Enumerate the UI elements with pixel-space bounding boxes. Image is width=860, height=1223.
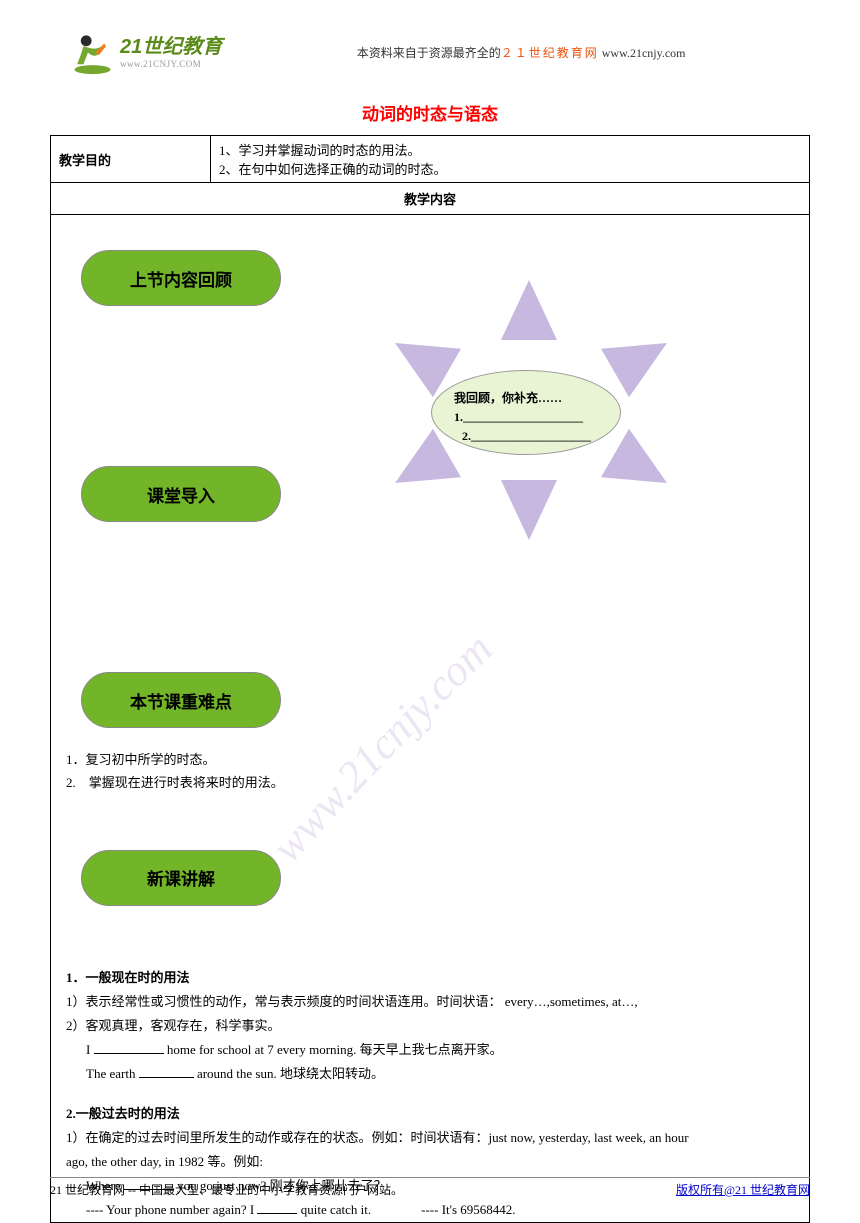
source-highlight: ２１世纪教育网 xyxy=(501,46,599,60)
pill-intro: 课堂导入 xyxy=(81,466,281,522)
sun-ray-icon xyxy=(601,319,681,397)
logo-main-text: 21世纪教育 xyxy=(120,35,222,59)
footer-link[interactable]: 版权所有@21 世纪教育网 xyxy=(676,1181,810,1198)
logo-url: www.21CNJY.COM xyxy=(120,59,222,70)
fill-blank[interactable] xyxy=(94,1041,164,1054)
logo-text: 21世纪教育 www.21CNJY.COM xyxy=(120,35,222,70)
goals-label: 教学目的 xyxy=(51,136,211,183)
section-2-title: 2.一般过去时的用法 xyxy=(66,1102,789,1126)
main-table: 教学目的 1、学习并掌握动词的时态的用法。 2、在句中如何选择正确的动词的时态。… xyxy=(50,135,810,1223)
fill-blank[interactable] xyxy=(139,1065,194,1078)
section-1-title: 1．一般现在时的用法 xyxy=(66,966,789,990)
content-body-row: www.21cnjy.com 我回顾，你补充…… 1._____________… xyxy=(51,215,810,1223)
goals-content: 1、学习并掌握动词的时态的用法。 2、在句中如何选择正确的动词的时态。 xyxy=(211,136,810,183)
sun-line1: 我回顾，你补充…… xyxy=(454,391,562,405)
content-header: 教学内容 xyxy=(51,183,810,215)
ex-text: ---- It's 69568442. xyxy=(421,1202,515,1217)
section-1-ex2: The earth around the sun. 地球绕太阳转动。 xyxy=(66,1062,789,1086)
pill-lesson: 新课讲解 xyxy=(81,850,281,906)
difficulty-2: 2. 掌握现在进行时表将来时的用法。 xyxy=(66,771,809,794)
difficulty-1: 1．复习初中所学的时态。 xyxy=(66,748,809,771)
pill-review: 上节内容回顾 xyxy=(81,250,281,306)
sun-ray-icon xyxy=(601,429,681,507)
sun-ray-icon xyxy=(501,280,557,340)
sun-ray-icon xyxy=(381,429,461,507)
sun-line3: 2.____________________ xyxy=(454,427,598,446)
sun-ray-icon xyxy=(501,480,557,540)
content-header-row: 教学内容 xyxy=(51,183,810,215)
sun-line2: 1.____________________ xyxy=(454,408,598,427)
section-1-ex1: I home for school at 7 every morning. 每天… xyxy=(66,1038,789,1062)
goal-1: 1、学习并掌握动词的时态的用法。 xyxy=(219,140,801,159)
ex-text: home for school at 7 every morning. 每天早上… xyxy=(164,1042,503,1057)
ex-text: around the sun. 地球绕太阳转动。 xyxy=(194,1066,384,1081)
section-2-line2: ago, the other day, in 1982 等。例如: xyxy=(66,1150,789,1174)
ex-text: The earth xyxy=(86,1066,139,1081)
pill-difficulty: 本节课重难点 xyxy=(81,672,281,728)
source-url: www.21cnjy.com xyxy=(599,46,686,60)
page-footer: 21 世纪教育网 -- 中国最大型、最专业的中小学教育资源门户网站。 版权所有@… xyxy=(50,1177,810,1198)
ex-text: ---- Your phone number again? I xyxy=(86,1202,257,1217)
section-2-line1: 1）在确定的过去时间里所发生的动作或存在的状态。例如：时间状语有：just no… xyxy=(66,1126,789,1150)
logo: 21世纪教育 www.21CNJY.COM xyxy=(70,30,222,75)
difficulty-list: 1．复习初中所学的时态。 2. 掌握现在进行时表将来时的用法。 xyxy=(66,748,809,795)
ex-text: I xyxy=(86,1042,94,1057)
watermark: www.21cnjy.com xyxy=(251,485,671,905)
goals-row: 教学目的 1、学习并掌握动词的时态的用法。 2、在句中如何选择正确的动词的时态。 xyxy=(51,136,810,183)
content-body: www.21cnjy.com 我回顾，你补充…… 1._____________… xyxy=(51,215,810,1223)
goal-2: 2、在句中如何选择正确的动词的时态。 xyxy=(219,159,801,178)
ex-text: quite catch it. xyxy=(297,1202,371,1217)
fill-blank[interactable] xyxy=(257,1201,297,1214)
logo-icon xyxy=(70,30,115,75)
sun-graphic: 我回顾，你补充…… 1.____________________ 2._____… xyxy=(381,285,661,535)
header-source: 本资料来自于资源最齐全的２１世纪教育网 www.21cnjy.com xyxy=(242,44,800,61)
sun-ray-icon xyxy=(381,319,461,397)
section-2-ex2: ---- Your phone number again? I quite ca… xyxy=(66,1198,789,1222)
page-title: 动词的时态与语态 xyxy=(0,100,860,125)
section-1-line1: 1）表示经常性或习惯性的动作，常与表示频度的时间状语连用。时间状语： every… xyxy=(66,990,789,1014)
page-header: 21世纪教育 www.21CNJY.COM 本资料来自于资源最齐全的２１世纪教育… xyxy=(0,0,860,85)
section-1-line2: 2）客观真理，客观存在，科学事实。 xyxy=(66,1014,789,1038)
footer-left: 21 世纪教育网 -- 中国最大型、最专业的中小学教育资源门户网站。 xyxy=(50,1181,403,1198)
source-prefix: 本资料来自于资源最齐全的 xyxy=(357,46,501,60)
sun-center: 我回顾，你补充…… 1.____________________ 2._____… xyxy=(431,370,621,455)
